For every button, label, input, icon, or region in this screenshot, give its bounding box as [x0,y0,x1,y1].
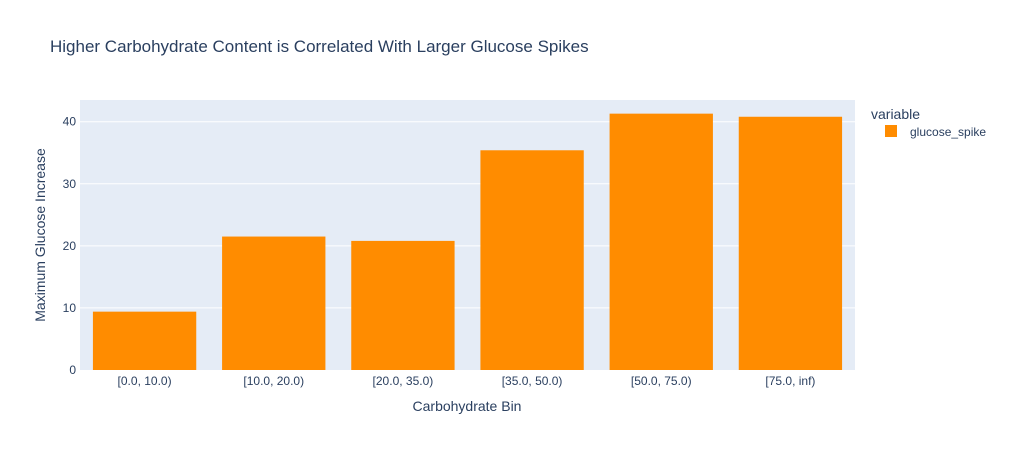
gridlines [80,121,855,309]
legend-swatch [885,125,897,137]
bar[interactable] [351,240,455,370]
y-tick-label: 10 [63,301,77,315]
y-tick-label: 20 [63,239,77,253]
y-tick-label: 0 [69,363,76,377]
legend[interactable]: variable glucose_spike [871,106,986,139]
x-tick-label: [10.0, 20.0) [243,374,304,388]
y-tick-label: 40 [63,115,77,129]
y-axis-ticks: 0 10 20 30 40 [63,115,77,377]
chart-title: Higher Carbohydrate Content is Correlate… [50,37,589,56]
legend-title: variable [871,106,920,122]
y-axis-title: Maximum Glucose Increase [32,148,48,322]
bar[interactable] [92,311,197,370]
x-tick-label: [20.0, 35.0) [373,374,434,388]
bar[interactable] [480,150,584,370]
bar[interactable] [738,116,843,370]
y-tick-label: 30 [63,177,77,191]
x-tick-label: [75.0, inf) [765,374,815,388]
x-tick-label: [0.0, 10.0) [118,374,172,388]
plot-area [80,100,855,370]
x-axis-ticks: [0.0, 10.0) [10.0, 20.0) [20.0, 35.0) [35.0… [118,374,816,388]
x-tick-label: [35.0, 50.0) [502,374,563,388]
bar[interactable] [222,236,326,370]
bars [92,113,843,370]
legend-item-label: glucose_spike [910,125,986,139]
x-axis-title: Carbohydrate Bin [413,398,522,414]
x-tick-label: [50.0, 75.0) [631,374,692,388]
bar[interactable] [609,113,713,370]
